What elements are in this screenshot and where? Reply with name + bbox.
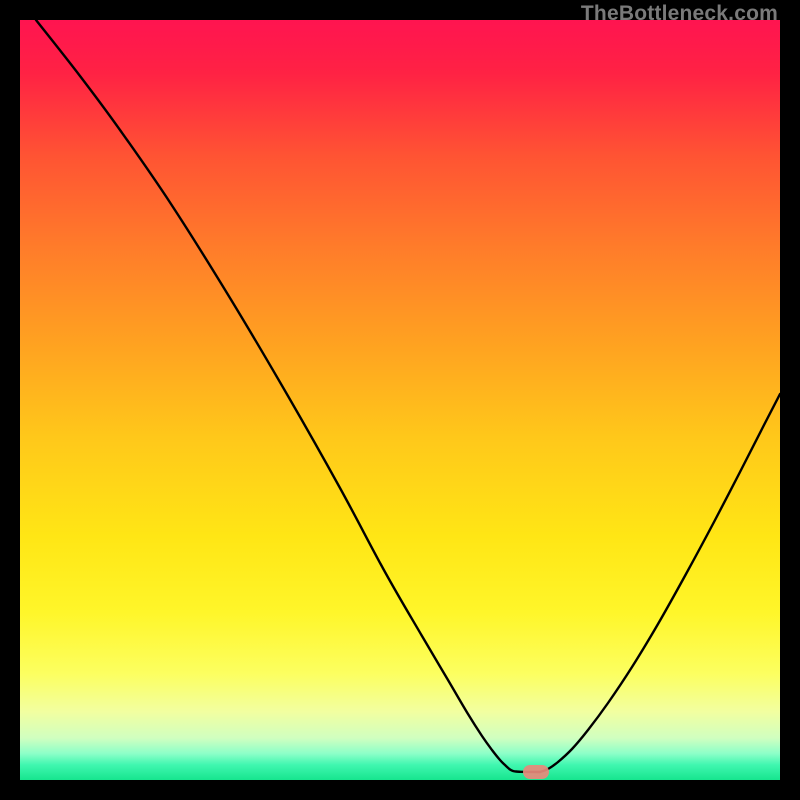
gradient-layer bbox=[20, 20, 780, 780]
background-gradient bbox=[20, 20, 780, 780]
valley-marker bbox=[523, 765, 549, 779]
watermark-text: TheBottleneck.com bbox=[581, 2, 778, 26]
plot-area bbox=[20, 20, 780, 780]
